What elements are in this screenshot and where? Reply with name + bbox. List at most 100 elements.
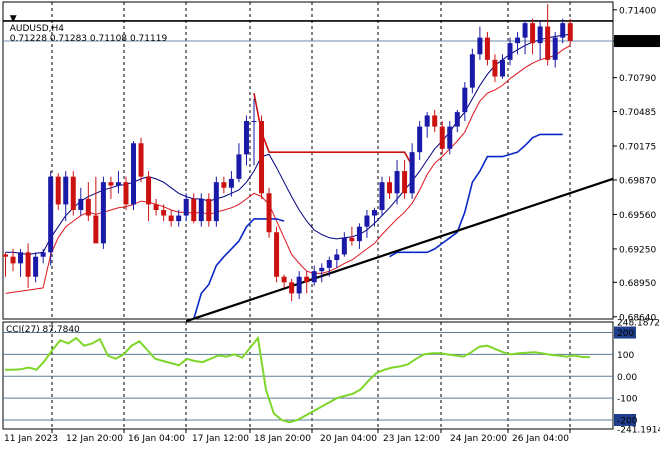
price-pane-border xyxy=(2,1,614,320)
candle-body xyxy=(251,121,257,123)
candle xyxy=(356,223,362,249)
cci-axis-label: 100 xyxy=(617,351,634,361)
candle xyxy=(243,115,249,166)
candle-body xyxy=(10,256,16,264)
cci-axis-label: 248.1872 xyxy=(617,319,660,329)
candle-body xyxy=(296,276,302,294)
candle-body xyxy=(266,193,272,233)
candle-body xyxy=(221,182,227,188)
candle xyxy=(304,271,310,294)
candle-body xyxy=(499,59,505,77)
candle-body xyxy=(447,126,453,149)
candle xyxy=(131,141,137,210)
candle-body xyxy=(78,198,84,210)
candle-body xyxy=(115,182,121,186)
candle xyxy=(432,109,438,133)
candle-body xyxy=(70,176,76,210)
price-label: 0.69560 xyxy=(619,211,656,221)
candle-body xyxy=(40,252,46,257)
candle xyxy=(228,171,234,197)
candle xyxy=(424,112,430,138)
candle xyxy=(40,248,46,264)
price-label: 0.71119 xyxy=(619,38,656,48)
candle xyxy=(334,248,340,268)
candle xyxy=(394,159,400,205)
candle xyxy=(206,193,212,227)
candle-body xyxy=(311,271,317,283)
candle-body xyxy=(432,115,438,127)
candle-body xyxy=(85,198,91,216)
candle xyxy=(522,20,528,55)
candle xyxy=(78,187,84,216)
candle xyxy=(236,143,242,183)
price-label: 0.69870 xyxy=(619,176,656,186)
candle xyxy=(63,171,69,222)
candle xyxy=(469,48,475,94)
candle-body xyxy=(63,176,69,205)
candle-body xyxy=(108,182,114,186)
price-label: 0.70175 xyxy=(619,143,656,153)
candle-body xyxy=(289,282,295,294)
candle-body xyxy=(281,276,287,283)
candle-body xyxy=(55,176,61,205)
chart-grid xyxy=(51,2,571,429)
candle xyxy=(484,32,490,66)
candle xyxy=(93,176,99,244)
candle xyxy=(251,98,257,166)
cci-axis-label: -200 xyxy=(617,416,638,426)
candle xyxy=(515,32,521,55)
candle-body xyxy=(507,43,513,60)
cci-pane-border xyxy=(2,321,614,430)
candle-body xyxy=(243,121,249,155)
candle-body xyxy=(138,143,144,177)
candle-body xyxy=(326,260,332,268)
candle xyxy=(198,193,204,227)
candle xyxy=(552,32,558,68)
candle xyxy=(85,182,91,222)
candle xyxy=(417,121,423,160)
candle-body xyxy=(341,237,347,255)
candle-body xyxy=(18,252,24,264)
price-label: 0.70485 xyxy=(619,108,656,118)
candle-body xyxy=(560,23,566,38)
candle-body xyxy=(454,112,460,127)
symbol-header: ▼ AUDUSD,H4 0.71228 0.71283 0.71108 0.71… xyxy=(4,4,167,44)
candle-body xyxy=(394,171,400,194)
time-axis: 11 Jan 2023 12 Jan 20:00 16 Jan 04:00 17 Ja… xyxy=(4,429,571,444)
candle-body xyxy=(183,198,189,216)
time-label: 11 Jan 2023 xyxy=(4,434,58,444)
candle xyxy=(289,278,295,302)
candle xyxy=(3,252,8,277)
candle xyxy=(33,252,39,283)
candle-body xyxy=(439,126,445,149)
trailing-stop-red xyxy=(253,93,413,166)
candle xyxy=(153,198,159,216)
candle xyxy=(379,176,385,216)
candle-body xyxy=(537,26,543,44)
candle xyxy=(25,243,31,288)
chart-frame xyxy=(2,1,614,430)
candle-body xyxy=(259,121,265,194)
candle xyxy=(115,171,121,194)
time-label: 16 Jan 04:00 xyxy=(128,434,185,444)
candle-body xyxy=(409,152,415,194)
candle xyxy=(341,232,347,257)
candle xyxy=(296,271,302,299)
candle xyxy=(281,274,287,288)
cci-level-box xyxy=(614,413,636,426)
candle xyxy=(349,226,355,246)
candle xyxy=(161,204,167,222)
candle-body xyxy=(100,182,106,244)
candle xyxy=(454,109,460,133)
candle xyxy=(462,82,468,122)
time-label: 18 Jan 20:00 xyxy=(254,434,311,444)
candle-body xyxy=(131,143,137,205)
price-label: 0.69250 xyxy=(619,245,656,255)
candle xyxy=(364,209,370,238)
candle xyxy=(48,171,54,266)
candle-body xyxy=(168,215,174,222)
candle-body xyxy=(567,23,573,41)
candle-body xyxy=(522,23,528,38)
candle-body xyxy=(484,37,490,60)
candle-body xyxy=(387,182,393,194)
